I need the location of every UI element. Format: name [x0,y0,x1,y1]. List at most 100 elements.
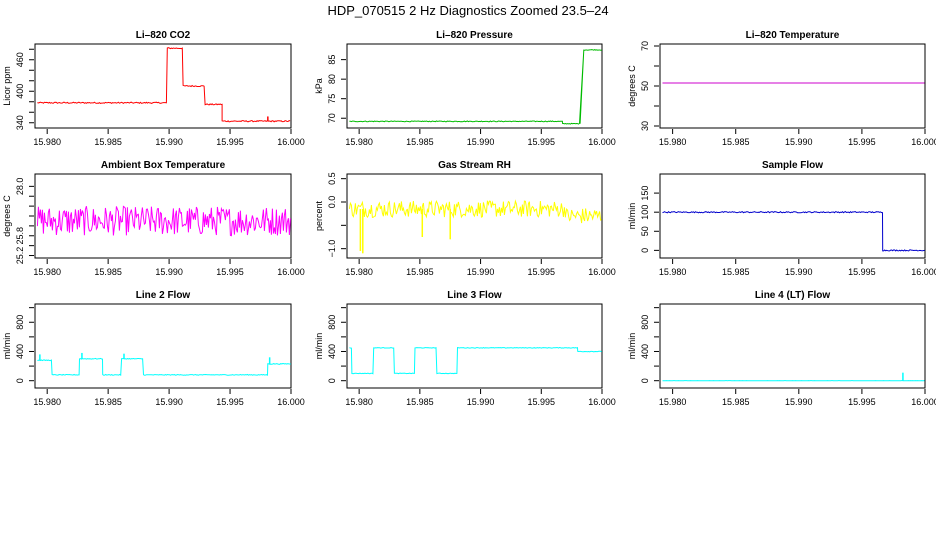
x-tick-label: 15.990 [467,137,495,147]
x-tick-label: 15.980 [33,137,61,147]
chart-title: Gas Stream RH [438,160,511,171]
y-axis-label: Licor ppm [2,66,12,106]
x-tick-label: 15.995 [216,397,244,407]
y-tick-label: 28.0 [15,178,25,196]
x-tick-label: 15.990 [155,267,183,277]
y-tick-label: 800 [327,315,337,330]
x-tick-label: 16.000 [588,397,616,407]
x-tick-label: 15.995 [216,137,244,147]
y-axis-label: ml/min [2,333,12,360]
x-tick-label: 16.000 [277,267,305,277]
x-tick-label: 16.000 [911,267,936,277]
y-tick-label: 400 [15,84,25,99]
plot-frame [34,303,292,389]
y-tick-label: 400 [15,344,25,359]
y-tick-label: 70 [640,41,650,51]
series-line [37,47,291,123]
chart-title: Li–820 Temperature [746,30,840,41]
chart-title: Line 2 Flow [136,290,191,301]
y-tick-label: 100 [640,205,650,220]
plot-frame [346,43,603,129]
chart-panel: Li–820 Temperature 15.980 15.985 15.990 15.9… [627,30,936,147]
series-line [349,49,602,125]
chart-panel: Line 2 Flow 15.980 15.985 15.990 15.995 16.00… [2,290,305,407]
x-tick-label: 15.985 [722,397,750,407]
y-tick-label: 80 [327,74,337,84]
plot-frame [346,303,603,389]
plot-frame [34,43,292,129]
x-tick-label: 15.985 [406,267,434,277]
x-tick-label: 15.990 [785,267,813,277]
y-tick-label: 75 [327,94,337,104]
y-tick-label: 0.5 [327,172,337,185]
x-tick-label: 15.985 [722,267,750,277]
x-tick-label: 15.995 [848,267,876,277]
chart-panel: Ambient Box Temperature 15.980 15.985 15.99… [2,160,305,277]
x-tick-label: 15.990 [467,397,495,407]
y-axis-label: ml/min [627,333,637,360]
y-tick-label: 50 [640,226,650,236]
x-tick-label: 15.980 [33,397,61,407]
chart-title: Li–820 CO2 [136,30,191,41]
plot-frame [659,43,926,129]
x-tick-label: 16.000 [588,137,616,147]
chart-panel: Li–820 CO2 15.980 15.985 15.990 15.995 16.000… [2,30,305,147]
y-tick-label: 800 [15,315,25,330]
x-tick-label: 15.995 [528,397,556,407]
chart-panel: Sample Flow 15.980 15.985 15.990 15.995 16.00… [627,160,936,277]
y-tick-label: 340 [15,115,25,130]
x-tick-label: 15.980 [659,137,687,147]
page-title: HDP_070515 2 Hz Diagnostics Zoomed 23.5–… [327,3,608,18]
series-line [662,210,925,252]
chart-panel: Li–820 Pressure 15.980 15.985 15.990 15.995 1… [314,30,616,147]
series-line [36,205,291,237]
x-tick-label: 15.985 [94,267,122,277]
x-tick-label: 15.980 [345,397,373,407]
x-tick-label: 15.990 [785,397,813,407]
series-line [348,199,602,224]
x-tick-label: 16.000 [277,137,305,147]
chart-title: Li–820 Pressure [436,30,513,41]
plot-frame [659,303,926,389]
y-tick-label: 800 [640,315,650,330]
series-line [37,357,291,376]
y-axis-label: percent [314,200,324,231]
chart-title: Line 4 (LT) Flow [755,290,831,301]
y-tick-label: 0 [327,378,337,383]
y-axis-label: degrees C [2,195,12,237]
plot-frame [346,173,603,259]
x-tick-label: 15.985 [94,397,122,407]
x-tick-label: 15.985 [406,137,434,147]
y-tick-label: 150 [640,186,650,201]
x-tick-label: 15.980 [345,137,373,147]
y-tick-label: 25.8 [15,227,25,245]
y-tick-label: 30 [640,121,650,131]
plot-frame [34,173,292,259]
x-tick-label: 15.980 [659,267,687,277]
x-tick-label: 15.995 [848,397,876,407]
x-tick-label: 15.990 [155,137,183,147]
y-tick-label: 50 [640,81,650,91]
chart-panel: Gas Stream RH 15.980 15.985 15.990 15.995 16.… [314,160,616,277]
chart-title: Sample Flow [762,160,823,171]
y-tick-label: 85 [327,55,337,65]
x-tick-label: 15.990 [785,137,813,147]
y-tick-label: 400 [327,344,337,359]
y-tick-label: 0 [640,378,650,383]
x-tick-label: 15.995 [528,267,556,277]
x-tick-label: 15.990 [155,397,183,407]
y-tick-label: 0 [640,248,650,253]
chart-title: Ambient Box Temperature [101,160,226,171]
y-axis-label: ml/min [314,333,324,360]
y-tick-label: 0 [15,378,25,383]
x-tick-label: 15.980 [345,267,373,277]
y-axis-label: degrees C [627,65,637,107]
series-line [349,346,602,375]
x-tick-label: 15.980 [659,397,687,407]
x-tick-label: 15.985 [722,137,750,147]
y-axis-label: kPa [314,78,324,94]
x-tick-label: 16.000 [911,397,936,407]
x-tick-label: 16.000 [277,397,305,407]
y-tick-label: 460 [15,52,25,67]
